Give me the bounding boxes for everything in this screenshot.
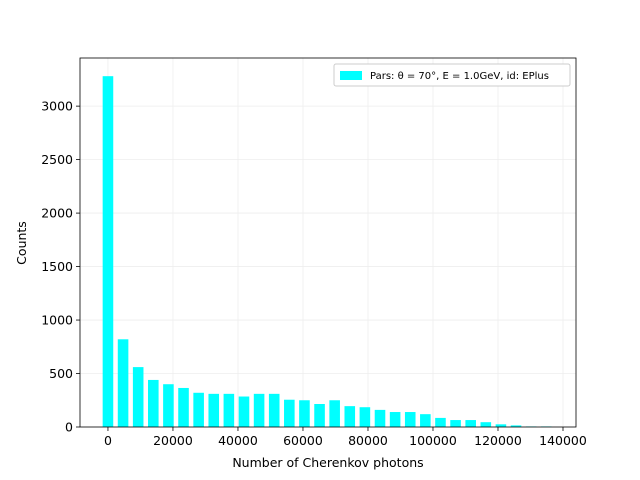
y-tick-label: 2000 <box>41 206 73 221</box>
bar <box>299 400 310 427</box>
bar <box>268 393 280 427</box>
x-tick-label: 40000 <box>218 433 258 448</box>
bar <box>404 412 416 427</box>
x-tick-label: 80000 <box>348 433 388 448</box>
bar <box>284 399 295 427</box>
bar <box>223 393 235 427</box>
y-tick-label: 500 <box>49 366 73 381</box>
x-tick-label: 120000 <box>474 433 522 448</box>
bar <box>148 379 159 427</box>
bar <box>480 422 492 427</box>
y-tick-label: 3000 <box>41 99 73 114</box>
x-tick-label: 60000 <box>283 433 323 448</box>
bar <box>359 407 371 427</box>
bar <box>344 406 356 427</box>
bar <box>389 412 401 427</box>
bar <box>450 420 461 427</box>
bar <box>420 414 431 427</box>
bar <box>163 384 174 427</box>
legend-label: Pars: θ = 70°, E = 1.0GeV, id: EPlus <box>370 71 549 82</box>
bar <box>329 400 340 427</box>
bar <box>178 387 189 427</box>
bar <box>253 393 265 427</box>
y-tick-label: 0 <box>65 420 73 435</box>
y-tick-label: 1500 <box>41 259 73 274</box>
y-tick-label: 2500 <box>41 152 73 167</box>
x-tick-label: 20000 <box>153 433 193 448</box>
bar <box>314 404 325 427</box>
legend-swatch <box>340 71 362 80</box>
y-axis-label: Counts <box>14 221 29 265</box>
x-axis-label: Number of Cherenkov photons <box>232 455 423 470</box>
bar <box>465 420 476 427</box>
plot-frame <box>79 57 577 428</box>
x-tick-label: 100000 <box>409 433 457 448</box>
bar <box>132 367 144 427</box>
y-tick-label: 1000 <box>41 313 73 328</box>
bar <box>495 424 507 427</box>
bar <box>208 393 220 427</box>
x-tick-label: 0 <box>104 433 112 448</box>
bar <box>102 76 114 427</box>
bar <box>193 392 204 427</box>
bar <box>117 339 129 427</box>
bar <box>510 425 522 427</box>
grid <box>80 58 576 428</box>
bar <box>374 409 386 427</box>
bar <box>238 396 250 427</box>
legend-box <box>333 63 571 87</box>
bar <box>435 417 446 427</box>
x-tick-label: 140000 <box>539 433 587 448</box>
